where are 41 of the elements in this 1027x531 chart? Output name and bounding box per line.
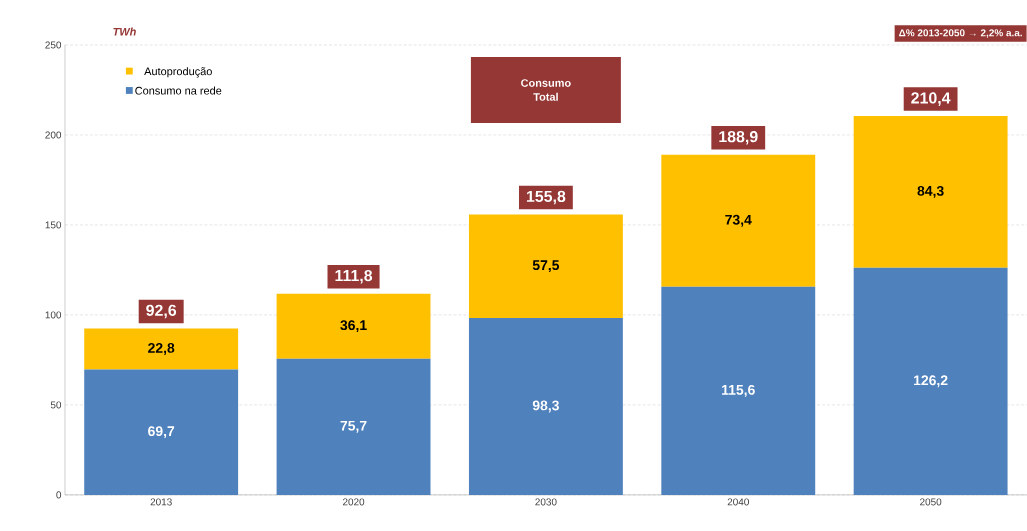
total-label: 92,6	[146, 304, 177, 319]
y-tick-label: 0	[56, 491, 62, 499]
data-label: 98,3	[532, 400, 559, 413]
total-label: 155,8	[526, 190, 566, 205]
bar	[661, 154, 816, 287]
bar	[84, 328, 239, 370]
data-label: 36,1	[340, 320, 367, 333]
y-tick-label: 50	[50, 401, 62, 409]
data-label: 73,4	[725, 214, 752, 227]
total-label: 111,8	[335, 269, 373, 284]
total-label: 210,4	[911, 92, 951, 106]
data-label: 115,6	[722, 384, 755, 397]
bar	[468, 318, 623, 495]
data-label: 69,7	[148, 426, 175, 439]
x-tick-label: 2050	[920, 498, 942, 506]
data-label: 75,7	[340, 420, 367, 433]
y-tick-label: 150	[45, 221, 62, 229]
y-tick-label: 200	[45, 131, 62, 139]
x-tick-label: 2040	[727, 498, 749, 506]
bar	[84, 369, 239, 495]
bar	[853, 116, 1008, 268]
x-tick-label: 2020	[342, 498, 365, 506]
y-tick-label: 100	[45, 311, 62, 319]
legend-label: Autoprodução	[144, 67, 212, 78]
legend-label: Consumo na rede	[135, 86, 222, 95]
text: Δ% 2013-2050 → 2,2% a.a.	[899, 29, 1022, 38]
bar	[661, 286, 816, 495]
bar	[468, 214, 623, 319]
data-label: 84,3	[917, 186, 944, 198]
data-label: 22,8	[148, 343, 175, 355]
data-label: 57,5	[532, 260, 560, 273]
annotation: Consumo Total	[521, 79, 571, 101]
data-label: 126,2	[914, 375, 948, 388]
y-axis-title: TWh	[113, 27, 136, 36]
y-tick-label: 250	[45, 41, 62, 49]
x-tick-label: 2030	[535, 498, 557, 506]
bar	[276, 293, 431, 359]
total-label: 188,9	[719, 131, 758, 145]
bar	[853, 267, 1008, 495]
x-tick-label: 2013	[150, 498, 172, 506]
bar	[276, 358, 431, 495]
